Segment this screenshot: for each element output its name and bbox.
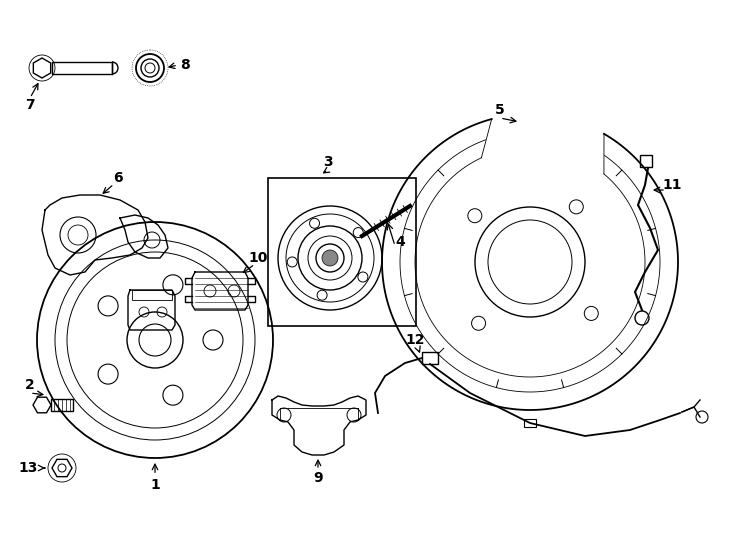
Text: 4: 4 [395,235,405,249]
Bar [51,399,73,411]
Bar [524,419,536,427]
Bar [422,352,438,364]
Bar [132,290,172,300]
Text: 9: 9 [313,471,323,485]
Text: 6: 6 [113,171,123,185]
Bar [52,62,112,74]
Text: 7: 7 [25,98,34,112]
Text: 12: 12 [405,333,425,347]
Text: 13: 13 [18,461,37,475]
Text: 2: 2 [25,378,35,392]
Circle shape [322,250,338,266]
Text: 5: 5 [495,103,505,117]
Text: 1: 1 [150,464,160,492]
Bar [268,178,416,326]
Text: 3: 3 [323,155,333,169]
Bar [640,155,652,167]
Text: 11: 11 [662,178,682,192]
Text: 10: 10 [248,251,268,265]
Text: 8: 8 [180,58,190,72]
